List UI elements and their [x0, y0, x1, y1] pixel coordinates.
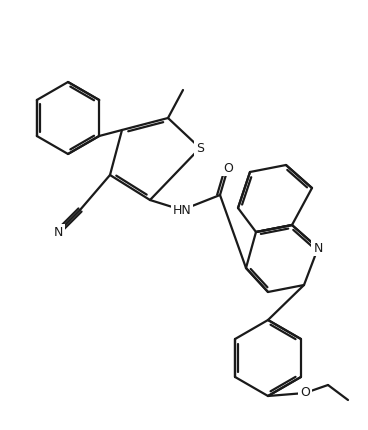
Text: S: S — [196, 141, 204, 154]
Text: N: N — [313, 242, 323, 255]
Text: O: O — [223, 162, 233, 175]
Text: O: O — [300, 387, 310, 399]
Text: HN: HN — [173, 203, 191, 216]
Text: N: N — [53, 225, 63, 239]
